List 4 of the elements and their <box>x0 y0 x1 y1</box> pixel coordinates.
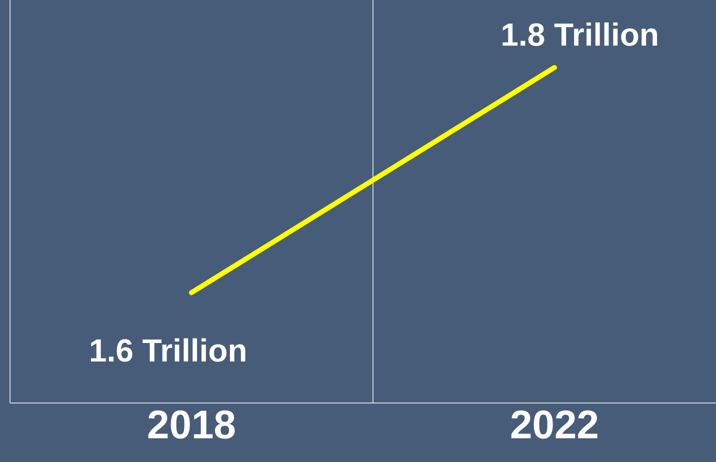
x-tick-label: 2018 <box>148 410 235 439</box>
data-label: 1.6 Trillion <box>90 338 246 362</box>
data-label: 1.8 Trillion <box>502 22 657 46</box>
x-tick-label: 2022 <box>511 410 598 439</box>
